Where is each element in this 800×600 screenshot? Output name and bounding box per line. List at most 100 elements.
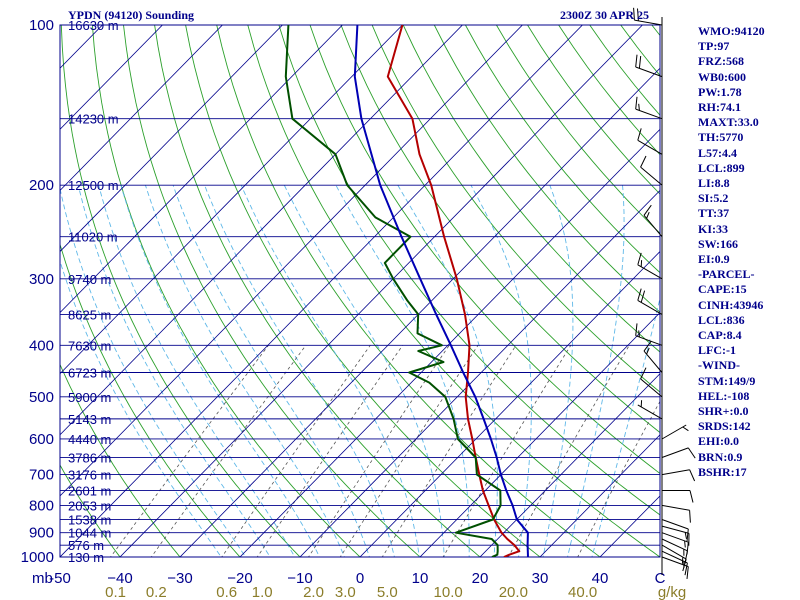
wind-barb (662, 490, 694, 503)
index-line: EHI:0.0 (698, 434, 740, 449)
pressure-tick-label: 400 (29, 337, 54, 354)
pressure-tick-label: 800 (29, 497, 54, 514)
index-line: -WIND- (698, 358, 740, 373)
height-label: 9740 m (68, 272, 111, 287)
temperature-tick-label: −30 (167, 570, 192, 587)
wind-barb (661, 504, 691, 523)
dry-adiabat (247, 25, 660, 557)
moist-adiabat (591, 296, 660, 557)
mixing-ratio-label: 3.0 (335, 584, 356, 600)
height-label: 11020 m (68, 230, 118, 245)
index-line: EI:0.9 (698, 252, 730, 267)
temperature-tick-label: 20 (472, 570, 489, 587)
dry-adiabat (60, 464, 121, 557)
mixing-ratio-label: 0.6 (216, 584, 237, 600)
isotherm (60, 25, 403, 375)
index-line: FRZ:568 (698, 54, 744, 69)
index-line: TH:5770 (698, 130, 744, 145)
temperature-tick-label: 40 (592, 570, 609, 587)
dry-adiabats (60, 25, 660, 557)
height-label: 4440 m (68, 432, 111, 447)
height-label: 130 m (68, 550, 104, 565)
moist-adiabat (77, 185, 271, 557)
temperature-tick-label: −40 (107, 570, 132, 587)
mixing-ratio-label: 20.0 (499, 584, 528, 600)
pressure-tick-label: 600 (29, 431, 54, 448)
wind-barb (661, 424, 689, 440)
dry-adiabat (433, 25, 660, 313)
index-line: CAPE:15 (698, 282, 747, 297)
mixing-ratio-label: 0.1 (105, 584, 126, 600)
sounding-profiles (284, 25, 529, 557)
index-line: LCL:899 (698, 160, 745, 175)
wind-barb (661, 469, 696, 482)
moist-adiabat (470, 184, 532, 557)
index-line: SHR+:0.0 (698, 404, 749, 419)
index-line: CINH:43946 (698, 297, 764, 312)
dewpoint-profile (284, 25, 502, 557)
index-line: KI:33 (698, 221, 728, 236)
mixing-ratio-line (577, 400, 660, 557)
mixing-ratio-line (381, 345, 517, 557)
index-line: LFC:-1 (698, 343, 736, 358)
dry-adiabat (278, 25, 660, 516)
index-line: PW:1.78 (698, 84, 742, 99)
mixing-ratio-label: 1.0 (252, 584, 273, 600)
wind-barbs (633, 7, 696, 579)
index-line: SW:166 (698, 236, 739, 251)
wind-barb (633, 7, 663, 26)
pressure-tick-label: 100 (29, 17, 54, 34)
moist-adiabat (542, 184, 574, 557)
index-line: LCL:836 (698, 312, 745, 327)
isotherm (419, 312, 660, 557)
height-label: 8625 m (68, 307, 111, 322)
index-line: RH:74.1 (698, 100, 741, 115)
y-axis-unit-label: mb (32, 570, 53, 587)
isotherm (479, 373, 660, 557)
wind-barb (661, 447, 696, 459)
wind-barb (640, 155, 663, 186)
wind-barb (661, 532, 689, 555)
mixing-ratio-label: 5.0 (377, 584, 398, 600)
index-line: WB0:600 (698, 69, 746, 84)
wind-barb (661, 525, 690, 546)
index-line: HEL:-108 (698, 388, 750, 403)
index-line: TT:37 (698, 206, 730, 221)
pressure-tick-label: 700 (29, 467, 54, 484)
height-label: 14230 m (68, 112, 119, 127)
isotherm (539, 434, 660, 557)
dry-adiabat (60, 363, 181, 557)
moist-adiabat (204, 184, 395, 557)
temperature-tick-label: -50 (49, 570, 71, 587)
temperature-tick-label: 30 (532, 570, 549, 587)
height-label: 3786 m (68, 450, 111, 465)
pressure-tick-label: 300 (29, 271, 54, 288)
pressure-tick-label: 500 (29, 389, 54, 406)
height-label: 12500 m (68, 178, 119, 193)
dry-adiabat (91, 25, 361, 557)
wind-barb (637, 288, 663, 315)
mixing-ratio-line (150, 345, 307, 557)
dry-adiabat (60, 25, 301, 557)
isotherm (60, 25, 283, 253)
temperature-tick-label: −20 (227, 570, 252, 587)
mixing-ratio-label: g/kg (658, 584, 686, 600)
moist-adiabat (60, 259, 222, 557)
dry-adiabat (340, 25, 660, 434)
index-line: LI:8.8 (698, 176, 730, 191)
mixing-ratio-line (308, 345, 450, 557)
dry-adiabat (465, 25, 660, 274)
index-line: BSHR:17 (698, 464, 747, 479)
isotherms (60, 25, 660, 557)
mixing-ratio-line (339, 345, 479, 557)
index-line: MAXT:33.0 (698, 115, 759, 130)
isotherm (60, 25, 223, 191)
isotherm (60, 25, 463, 436)
temperature-labels: -50 −40 −30 −20 −10 0 10 20 30 40 C (49, 570, 665, 587)
height-label: 5143 m (68, 412, 111, 427)
temperature-tick-label: 10 (412, 570, 429, 587)
dry-adiabat (154, 25, 481, 557)
index-line: WMO:94120 (698, 24, 765, 38)
height-label: 1044 m (68, 526, 111, 541)
